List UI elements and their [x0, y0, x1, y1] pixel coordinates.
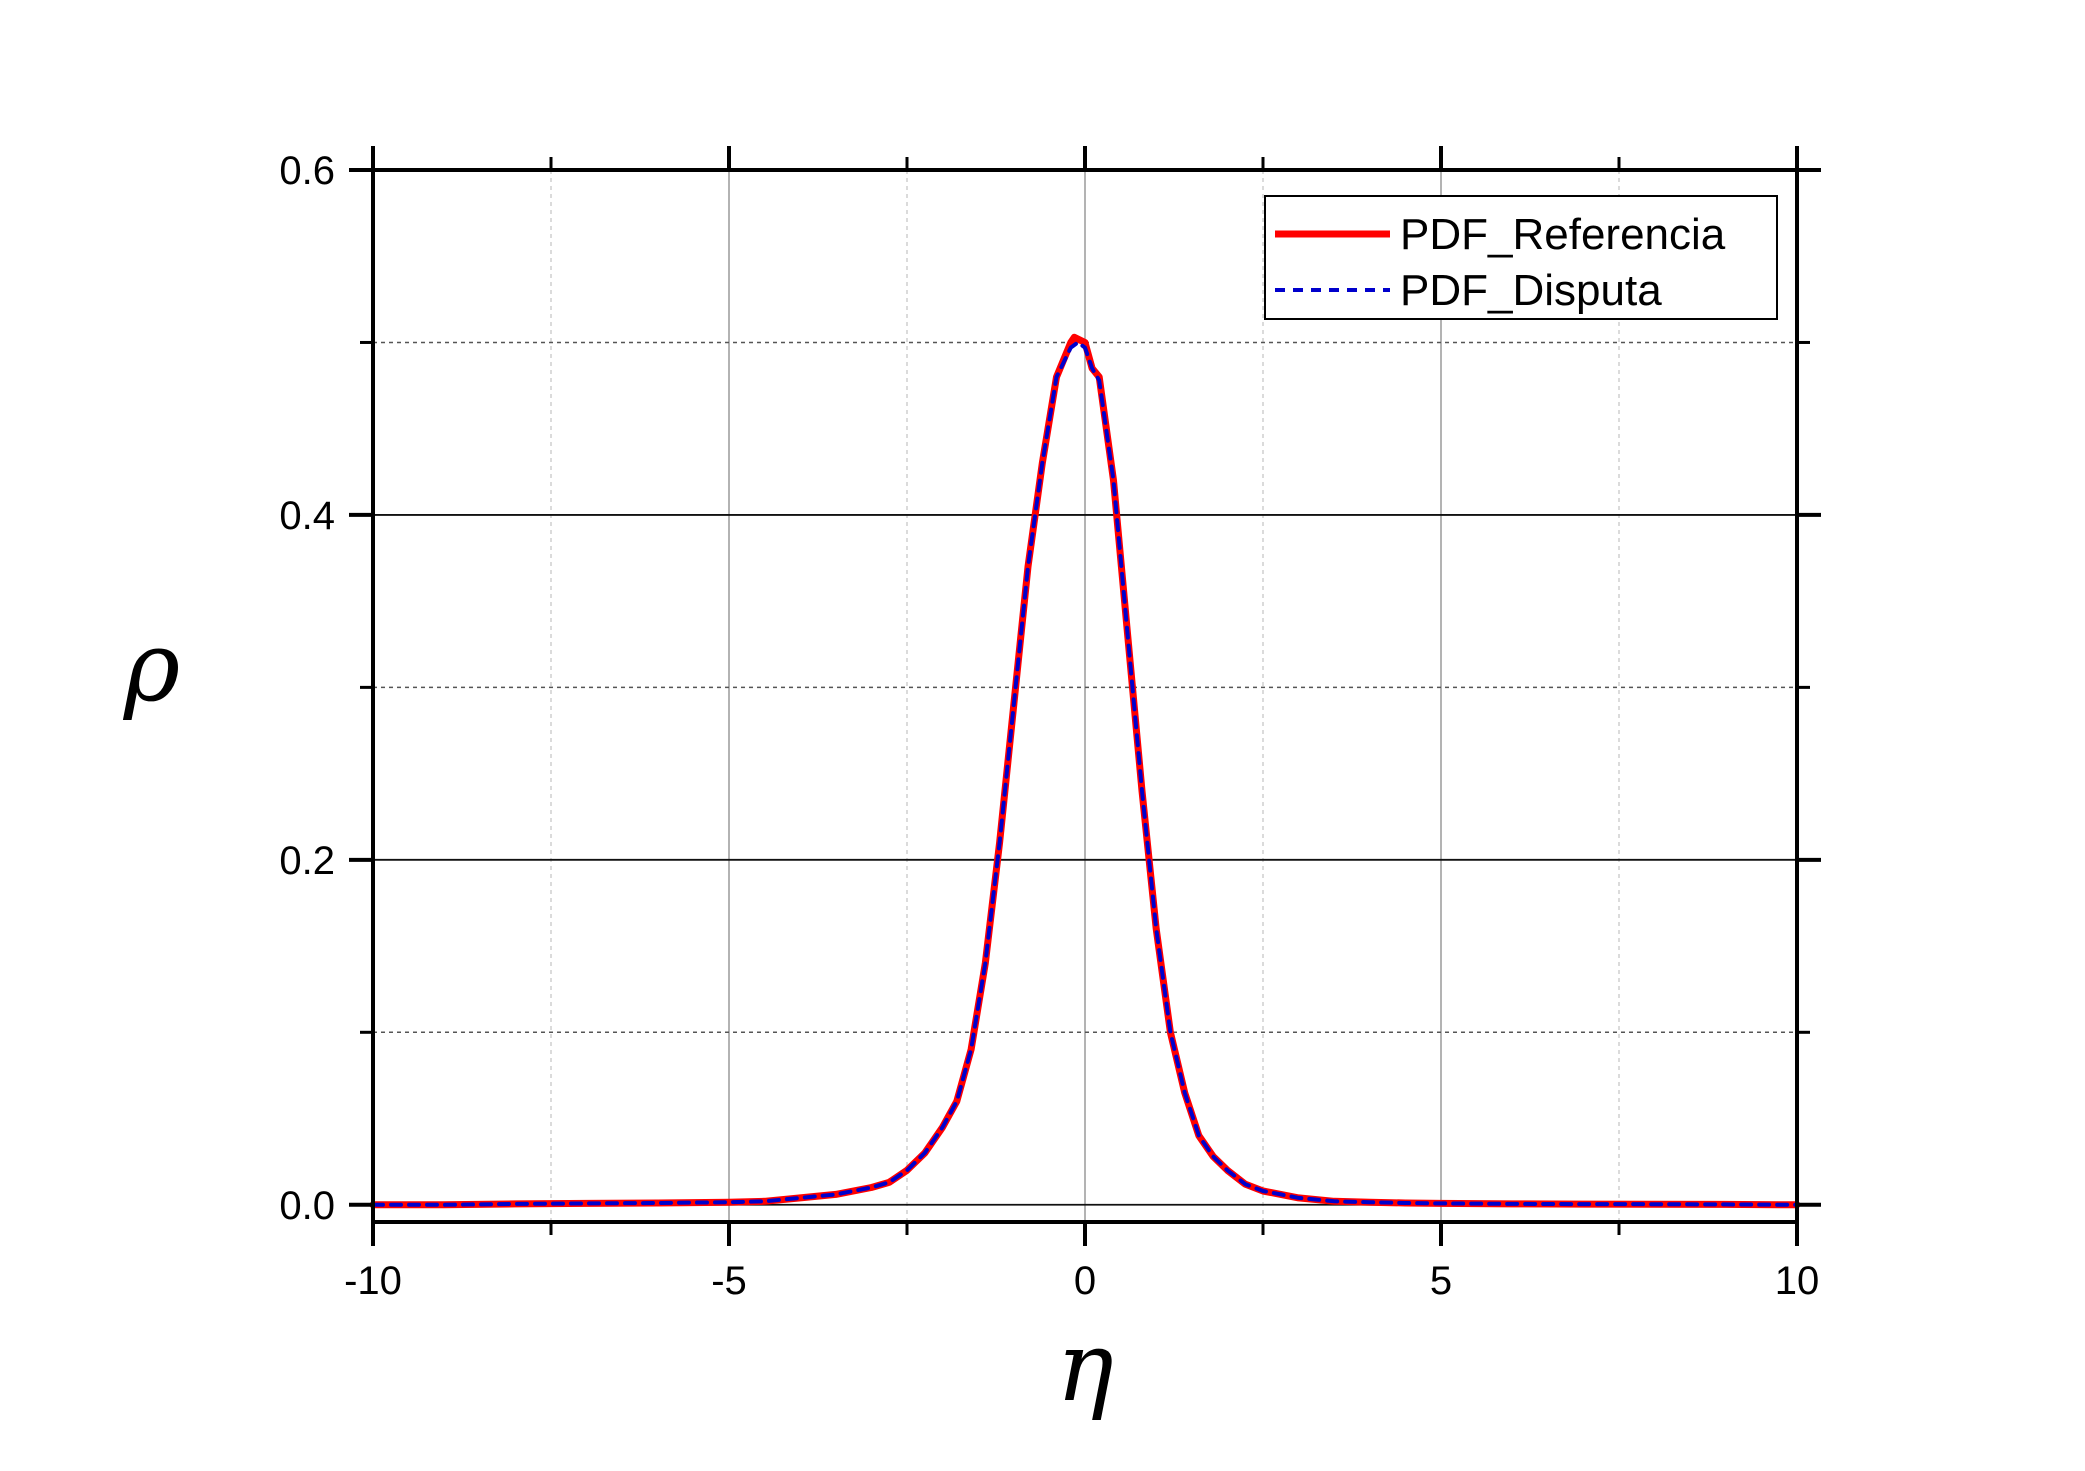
x-tick-label: 10 [1775, 1259, 1820, 1303]
grid [373, 170, 1797, 1222]
legend-label-pdf-referencia: PDF_Referencia [1400, 210, 1726, 259]
ticks [349, 146, 1821, 1246]
x-axis-title: η [1056, 1311, 1114, 1423]
y-axis-title: ρ [123, 611, 180, 723]
legend-label-pdf-disputa: PDF_Disputa [1400, 266, 1662, 315]
legend: PDF_Referencia PDF_Disputa [1264, 195, 1778, 320]
x-tick-label: 5 [1430, 1259, 1452, 1303]
y-tick-label: 0.2 [279, 839, 335, 883]
y-tick-label: 0.0 [279, 1184, 335, 1228]
tick-labels: -10 -5 0 5 10 0.0 0.2 0.4 0.6 [279, 149, 1819, 1303]
x-tick-label: -10 [344, 1259, 402, 1303]
x-tick-label: 0 [1074, 1259, 1096, 1303]
y-tick-label: 0.4 [279, 494, 335, 538]
series-line-pdf-disputa [371, 340, 1799, 1207]
legend-box [1264, 195, 1778, 320]
plot-lines [369, 333, 1801, 1209]
y-tick-label: 0.6 [279, 149, 335, 193]
x-tick-label: -5 [711, 1259, 747, 1303]
